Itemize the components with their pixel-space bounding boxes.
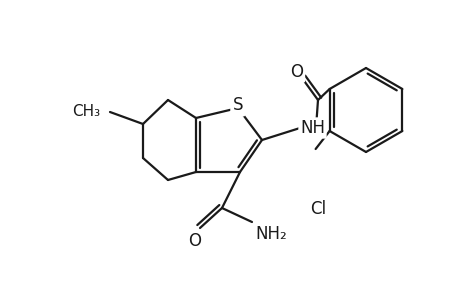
Text: O: O (290, 63, 303, 81)
Text: O: O (188, 232, 201, 250)
Text: Cl: Cl (309, 200, 325, 218)
Text: CH₃: CH₃ (72, 104, 100, 119)
Text: NH: NH (299, 119, 325, 137)
Text: NH₂: NH₂ (254, 225, 286, 243)
Text: S: S (232, 96, 243, 114)
